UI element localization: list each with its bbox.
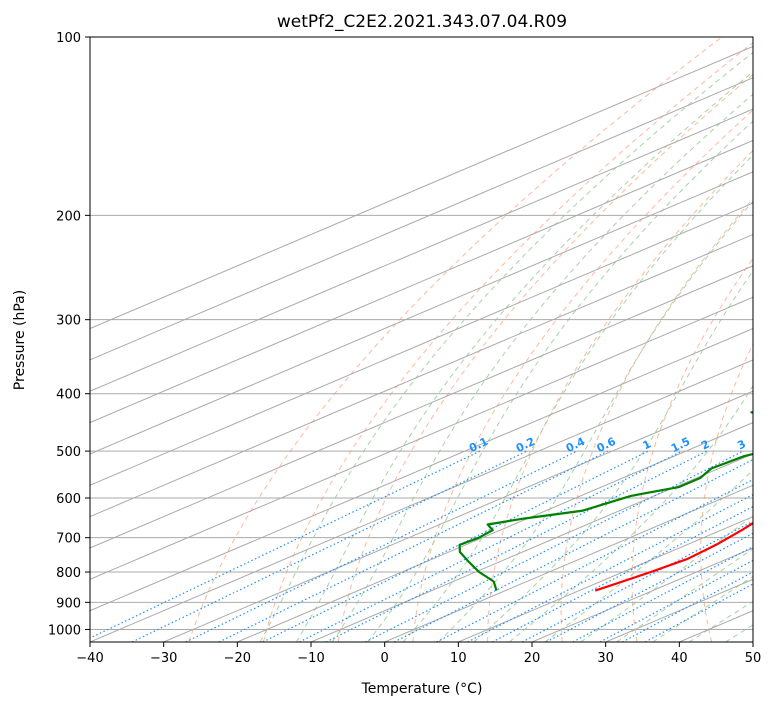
mixing-ratio-label: 0.4 bbox=[564, 435, 588, 455]
x-tick-label: 50 bbox=[745, 651, 762, 666]
dry-adiabat bbox=[412, 109, 753, 642]
y-tick-label: 900 bbox=[56, 596, 81, 611]
isotherm-line bbox=[163, 390, 753, 642]
mixing-ratio-label: 3 bbox=[735, 437, 748, 452]
mixing-ratio-line bbox=[521, 520, 753, 642]
temperature-profile bbox=[594, 521, 753, 592]
x-tick-label: −40 bbox=[76, 651, 103, 666]
x-tick-label: 0 bbox=[381, 651, 389, 666]
isotherm-line bbox=[90, 359, 753, 642]
isotherm-line bbox=[90, 202, 753, 486]
x-tick-label: 40 bbox=[671, 651, 688, 666]
mixing-ratio-line bbox=[325, 450, 708, 642]
plot-area bbox=[458, 410, 753, 592]
mixing-ratio-label: 1.5 bbox=[669, 435, 692, 455]
y-tick-label: 800 bbox=[56, 566, 81, 581]
isotherm-line bbox=[752, 641, 753, 642]
plot-frame bbox=[89, 36, 754, 643]
x-tick-label: −30 bbox=[150, 651, 177, 666]
y-tick-label: 300 bbox=[56, 314, 81, 329]
mixing-ratio-line bbox=[365, 450, 744, 642]
mixing-ratio-label: 2 bbox=[699, 437, 712, 452]
moist-adiabat bbox=[402, 154, 753, 642]
moist-adiabat bbox=[438, 200, 753, 642]
moist-adiabat bbox=[725, 624, 753, 642]
moist-adiabat bbox=[259, 51, 753, 642]
mixing-ratio-lines bbox=[90, 450, 753, 642]
y-axis-label: Pressure (hPa) bbox=[12, 290, 28, 390]
mixing-ratio-line bbox=[90, 450, 481, 639]
y-tick-label: 500 bbox=[56, 445, 81, 460]
isotherm-line bbox=[90, 139, 753, 424]
isotherm-line bbox=[384, 484, 753, 642]
mixing-ratio-line bbox=[262, 450, 649, 642]
mixing-ratio-line bbox=[218, 450, 609, 642]
isotherm-line bbox=[458, 516, 753, 642]
isotherm-line bbox=[90, 296, 753, 580]
isotherm-line bbox=[90, 77, 753, 361]
dry-adiabat bbox=[560, 197, 753, 642]
x-axis: −40 −30 −20 −10 0 10 20 30 40 50 bbox=[76, 642, 761, 666]
x-axis-label: Temperature (°C) bbox=[361, 681, 483, 697]
y-tick-label: 400 bbox=[56, 388, 81, 403]
mixing-ratio-line bbox=[491, 505, 753, 642]
isotherm-line bbox=[90, 108, 753, 392]
y-tick-label: 1000 bbox=[48, 623, 81, 638]
moist-adiabat bbox=[473, 270, 753, 642]
isotherm-line bbox=[310, 453, 753, 642]
dry-adiabat bbox=[337, 73, 753, 642]
moist-adiabat bbox=[331, 93, 753, 642]
isotherm-line bbox=[90, 265, 753, 549]
mixing-ratio-line bbox=[572, 545, 753, 642]
dry-adiabat bbox=[631, 257, 753, 642]
x-tick-label: 20 bbox=[524, 651, 541, 666]
moist-adiabat bbox=[652, 575, 753, 642]
x-tick-label: −10 bbox=[297, 651, 324, 666]
isotherm-line bbox=[90, 327, 753, 612]
y-tick-label: 600 bbox=[56, 492, 81, 507]
chart-title: wetPf2_C2E2.2021.343.07.04.R09 bbox=[277, 12, 567, 32]
dry-adiabat bbox=[263, 41, 753, 642]
mixing-ratio-line bbox=[131, 450, 528, 642]
y-axis: 100 200 300 400 500 600 700 800 900 1000 bbox=[48, 31, 90, 638]
moist-adiabat bbox=[580, 514, 753, 642]
dry-adiabat bbox=[767, 37, 775, 642]
mixing-ratio-line bbox=[185, 450, 578, 642]
dewpoint-profile bbox=[458, 410, 753, 591]
moist-adiabat bbox=[544, 469, 753, 642]
isotherm-line bbox=[90, 45, 753, 330]
mixing-ratio-line bbox=[467, 493, 753, 642]
background-lines bbox=[90, 37, 775, 642]
y-tick-label: 200 bbox=[56, 209, 81, 224]
x-tick-label: 30 bbox=[597, 651, 614, 666]
moist-adiabat bbox=[367, 120, 753, 642]
mixing-ratio-line bbox=[546, 532, 753, 642]
mixing-ratio-line bbox=[436, 478, 753, 642]
dry-adiabat bbox=[700, 342, 753, 642]
x-tick-label: 10 bbox=[450, 651, 467, 666]
mixing-ratio-label: 0.1 bbox=[467, 435, 490, 455]
y-tick-label: 100 bbox=[56, 31, 81, 46]
isotherm-line bbox=[90, 233, 753, 518]
y-tick-label: 700 bbox=[56, 532, 81, 547]
isotherm-line bbox=[237, 422, 753, 642]
isotherm-line bbox=[90, 171, 753, 455]
dry-adiabat bbox=[188, 37, 723, 642]
mixing-ratio-label: 0.2 bbox=[514, 435, 537, 455]
x-tick-label: −20 bbox=[224, 651, 251, 666]
isotherm-line bbox=[605, 578, 753, 642]
mixing-ratio-line bbox=[298, 450, 683, 642]
dry-adiabat bbox=[487, 149, 753, 642]
